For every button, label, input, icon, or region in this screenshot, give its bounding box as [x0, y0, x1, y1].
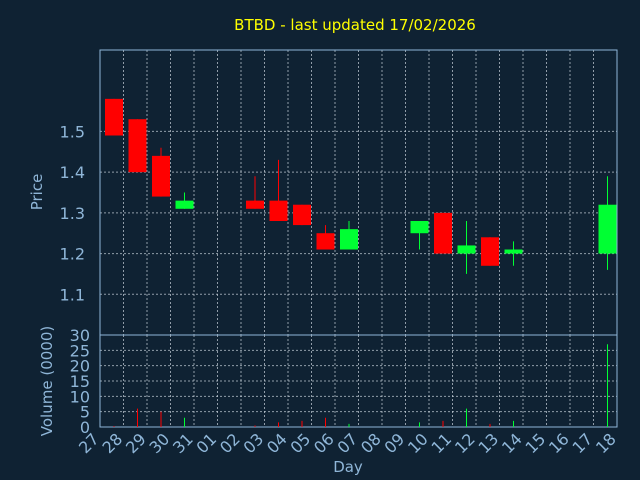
price-tick-labels: 1.1 1.2 1.3 1.4 1.5	[60, 122, 85, 304]
candle	[410, 221, 429, 250]
candle-body	[293, 204, 311, 226]
price-tick-label: 1.5	[60, 122, 85, 141]
x-axis-label: Day	[333, 458, 363, 476]
price-axis-label: Price	[28, 174, 46, 211]
candle-body	[340, 229, 358, 250]
candle-body	[316, 233, 335, 250]
candle	[316, 225, 335, 250]
candle	[340, 221, 358, 250]
candle-body	[410, 221, 429, 234]
price-panel-frame	[99, 49, 618, 336]
candle	[481, 237, 499, 266]
volume-panel-frame	[99, 334, 618, 428]
price-tick-label: 1.4	[60, 163, 85, 182]
candle	[457, 221, 476, 274]
x-tick-labels: 2728293031010203040506070809101112131415…	[75, 429, 620, 457]
candles	[105, 98, 617, 274]
volume-bars	[113, 344, 608, 427]
volume-tick-label: 20	[70, 357, 90, 376]
volume-tick-label: 0	[80, 418, 90, 437]
volume-tick-label: 10	[70, 387, 90, 406]
candle	[598, 176, 617, 270]
candle	[269, 159, 288, 221]
candle-body	[246, 200, 264, 209]
candle	[152, 147, 170, 197]
candle-body	[504, 249, 523, 254]
volume-tick-label: 30	[70, 326, 90, 345]
candle	[504, 241, 523, 266]
candle-body	[457, 245, 476, 254]
candle	[175, 192, 194, 209]
candle	[434, 212, 452, 254]
price-tick-label: 1.1	[60, 285, 85, 304]
candle-body	[175, 200, 194, 209]
x-tick-label: 18	[592, 429, 620, 457]
candle-body	[128, 119, 147, 173]
price-tick-label: 1.3	[60, 204, 85, 223]
volume-tick-label: 15	[70, 372, 90, 391]
candle	[293, 204, 311, 226]
candle-body	[152, 155, 170, 197]
candle-body	[105, 98, 123, 136]
price-tick-label: 1.2	[60, 245, 85, 264]
candle-body	[269, 200, 288, 221]
candle	[105, 98, 123, 136]
volume-axis-label: Volume (0000)	[38, 326, 56, 436]
grid-lines	[99, 50, 618, 428]
candle-body	[434, 212, 452, 254]
volume-tick-label: 5	[80, 403, 90, 422]
volume-tick-label: 25	[70, 341, 90, 360]
candle	[246, 176, 264, 209]
chart-title: BTBD - last updated 17/02/2026	[234, 16, 476, 34]
candle	[128, 119, 147, 173]
candle-body	[481, 237, 499, 266]
candle-body	[598, 204, 617, 254]
